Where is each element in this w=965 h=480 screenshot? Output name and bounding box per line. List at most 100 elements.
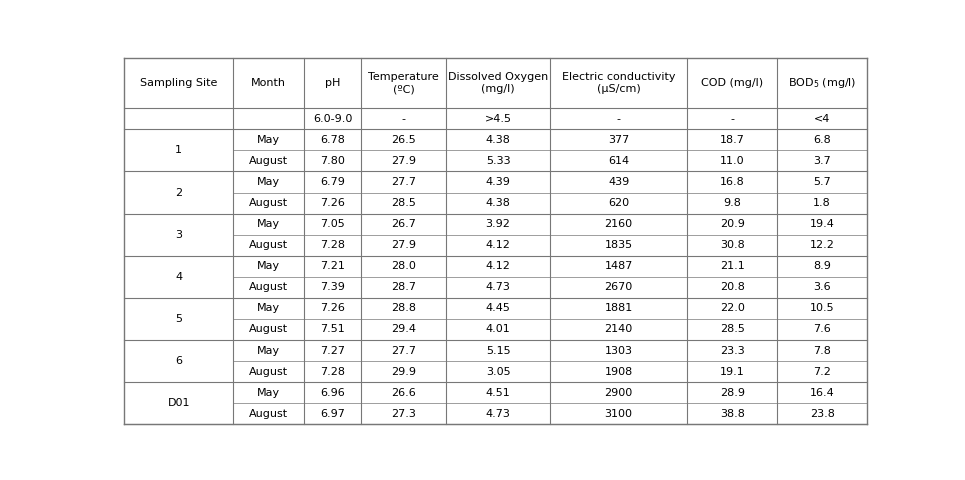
Text: 5.33: 5.33: [485, 156, 510, 166]
Text: 614: 614: [608, 156, 629, 166]
Text: August: August: [249, 240, 289, 250]
Text: 1881: 1881: [604, 303, 633, 313]
Text: 27.7: 27.7: [391, 177, 416, 187]
Text: 7.26: 7.26: [320, 303, 345, 313]
Text: 19.4: 19.4: [810, 219, 835, 229]
Text: August: August: [249, 156, 289, 166]
Text: 1303: 1303: [605, 346, 633, 356]
Text: Dissolved Oxygen
(mg/l): Dissolved Oxygen (mg/l): [448, 72, 548, 94]
Text: 29.4: 29.4: [391, 324, 416, 335]
Text: <4: <4: [813, 114, 830, 124]
Text: 27.7: 27.7: [391, 346, 416, 356]
Text: 4.01: 4.01: [485, 324, 510, 335]
Text: 4: 4: [176, 272, 182, 282]
Text: Temperature
(ºC): Temperature (ºC): [368, 72, 439, 94]
Text: 27.3: 27.3: [391, 408, 416, 419]
Text: May: May: [257, 346, 280, 356]
Text: 2: 2: [176, 188, 182, 197]
Text: 2140: 2140: [604, 324, 633, 335]
Text: 7.27: 7.27: [320, 346, 345, 356]
Text: 27.9: 27.9: [391, 156, 416, 166]
Text: -: -: [401, 114, 405, 124]
Text: COD (mg/l): COD (mg/l): [702, 78, 763, 88]
Text: 7.80: 7.80: [320, 156, 345, 166]
Text: 1.8: 1.8: [813, 198, 831, 208]
Text: 2900: 2900: [604, 388, 633, 397]
Text: >4.5: >4.5: [484, 114, 511, 124]
Text: 23.3: 23.3: [720, 346, 745, 356]
Text: 8.9: 8.9: [813, 261, 831, 271]
Text: 23.8: 23.8: [810, 408, 835, 419]
Text: 7.8: 7.8: [813, 346, 831, 356]
Text: 6.97: 6.97: [320, 408, 345, 419]
Text: 20.9: 20.9: [720, 219, 745, 229]
Text: 26.7: 26.7: [391, 219, 416, 229]
Text: 3.92: 3.92: [485, 219, 510, 229]
Text: 27.9: 27.9: [391, 240, 416, 250]
Text: 4.12: 4.12: [485, 240, 510, 250]
Text: BOD$_5$ (mg/l): BOD$_5$ (mg/l): [787, 76, 856, 90]
Text: 28.7: 28.7: [391, 282, 416, 292]
Text: 6.8: 6.8: [813, 135, 831, 145]
Text: 7.39: 7.39: [320, 282, 345, 292]
Text: August: August: [249, 324, 289, 335]
Text: 28.0: 28.0: [391, 261, 416, 271]
Text: 28.8: 28.8: [391, 303, 416, 313]
Text: 439: 439: [608, 177, 629, 187]
Text: 3100: 3100: [605, 408, 633, 419]
Text: 29.9: 29.9: [391, 367, 416, 377]
Text: 4.73: 4.73: [485, 408, 510, 419]
Text: 7.6: 7.6: [813, 324, 831, 335]
Text: 4.12: 4.12: [485, 261, 510, 271]
Text: 6: 6: [176, 356, 182, 366]
Text: August: August: [249, 198, 289, 208]
Text: 4.38: 4.38: [485, 198, 510, 208]
Text: 4.45: 4.45: [485, 303, 510, 313]
Text: 21.1: 21.1: [720, 261, 745, 271]
Text: 7.2: 7.2: [813, 367, 831, 377]
Text: 28.5: 28.5: [391, 198, 416, 208]
Text: 7.51: 7.51: [320, 324, 345, 335]
Text: 12.2: 12.2: [810, 240, 835, 250]
Text: 28.5: 28.5: [720, 324, 745, 335]
Text: 5: 5: [176, 314, 182, 324]
Text: 7.28: 7.28: [320, 367, 345, 377]
Text: 20.8: 20.8: [720, 282, 745, 292]
Text: August: August: [249, 282, 289, 292]
Text: 1: 1: [176, 145, 182, 156]
Text: Sampling Site: Sampling Site: [140, 78, 217, 88]
Text: 22.0: 22.0: [720, 303, 745, 313]
Text: Month: Month: [251, 78, 287, 88]
Text: 4.51: 4.51: [485, 388, 510, 397]
Text: 11.0: 11.0: [720, 156, 745, 166]
Text: 377: 377: [608, 135, 629, 145]
Text: 7.28: 7.28: [320, 240, 345, 250]
Text: 10.5: 10.5: [810, 303, 835, 313]
Text: Electric conductivity
(μS/cm): Electric conductivity (μS/cm): [562, 72, 676, 94]
Text: 1908: 1908: [604, 367, 633, 377]
Text: 28.9: 28.9: [720, 388, 745, 397]
Text: 1835: 1835: [605, 240, 633, 250]
Text: 6.96: 6.96: [320, 388, 345, 397]
Text: 2670: 2670: [604, 282, 633, 292]
Text: May: May: [257, 177, 280, 187]
Text: pH: pH: [325, 78, 341, 88]
Text: 6.0-9.0: 6.0-9.0: [313, 114, 352, 124]
Text: 4.38: 4.38: [485, 135, 510, 145]
Text: 620: 620: [608, 198, 629, 208]
Text: 18.7: 18.7: [720, 135, 745, 145]
Text: 5.15: 5.15: [485, 346, 510, 356]
Text: 16.8: 16.8: [720, 177, 745, 187]
Text: -: -: [617, 114, 620, 124]
Text: 3: 3: [176, 229, 182, 240]
Text: May: May: [257, 388, 280, 397]
Text: August: August: [249, 408, 289, 419]
Text: May: May: [257, 135, 280, 145]
Text: -: -: [731, 114, 734, 124]
Text: 4.73: 4.73: [485, 282, 510, 292]
Text: 9.8: 9.8: [723, 198, 741, 208]
Text: 5.7: 5.7: [813, 177, 831, 187]
Text: August: August: [249, 367, 289, 377]
Text: 7.26: 7.26: [320, 198, 345, 208]
Text: 7.21: 7.21: [320, 261, 345, 271]
